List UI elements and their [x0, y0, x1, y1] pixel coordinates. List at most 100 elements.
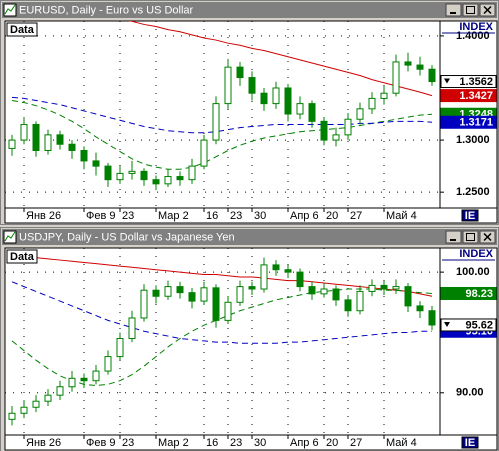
candle-body [92, 160, 100, 167]
ma-line [127, 21, 433, 97]
candle-body [116, 172, 124, 181]
data-label: Data [10, 24, 35, 36]
candle-body [80, 377, 88, 382]
candle-body [176, 176, 184, 181]
candle-body [92, 370, 100, 382]
candle-body [68, 143, 76, 151]
data-label-box [6, 249, 38, 264]
last-value-arrow [444, 321, 450, 327]
close-glyph [483, 5, 492, 15]
ma-line [11, 99, 433, 170]
candle-body [164, 176, 172, 185]
axis-label: INDEX [459, 248, 493, 260]
ma-line [11, 96, 433, 134]
last-value-label: 98.23 [465, 288, 493, 300]
data-label: Data [10, 251, 35, 263]
index-button[interactable]: IE [461, 436, 479, 449]
button-face[interactable] [461, 436, 479, 449]
candle-body [56, 386, 64, 396]
last-value-label: 95.62 [465, 319, 493, 331]
price-axis [439, 247, 498, 436]
candle-body [356, 108, 364, 120]
time-axis [4, 207, 498, 224]
candle-body [32, 400, 40, 408]
button-label[interactable]: IE [465, 437, 475, 449]
candle-body [128, 170, 136, 174]
title-bar [2, 2, 497, 18]
plot-area [4, 20, 441, 209]
window-button[interactable] [462, 3, 479, 17]
candle-body [128, 317, 136, 339]
candle-body [188, 165, 196, 181]
maximize-glyph [466, 233, 475, 241]
candle-body [20, 406, 28, 414]
candle-body [308, 103, 316, 122]
candle-body [284, 87, 292, 115]
candle-body [272, 87, 280, 105]
candle-body [404, 286, 412, 307]
plot [5, 248, 440, 435]
candle-body [296, 103, 304, 115]
candle-body [236, 66, 244, 79]
candle-body [140, 170, 148, 181]
last-value-box [440, 115, 497, 129]
candle-body [416, 305, 424, 312]
window-button[interactable] [479, 3, 496, 17]
candle-body [320, 288, 328, 295]
ma-line [11, 281, 432, 344]
x-tick-label: Фев 9 [86, 210, 116, 222]
button-face[interactable] [445, 230, 462, 244]
x-tick-label: Май 4 [386, 437, 417, 449]
x-tick-label: Мар 2 [158, 210, 189, 222]
candle-body [260, 92, 268, 105]
candle-body [428, 68, 436, 83]
last-value-box [440, 89, 497, 103]
candle-body [104, 165, 112, 181]
button-face[interactable] [462, 3, 479, 17]
candle-body [392, 61, 400, 94]
candle-body [224, 66, 232, 105]
candle-body [188, 292, 196, 302]
last-value-box [440, 286, 497, 300]
chart-window: EURUSD, Daily - Euro vs US Dollar1.40001… [0, 0, 499, 225]
candle-body [428, 310, 436, 326]
candle-body [200, 139, 208, 167]
candle-body [332, 288, 340, 301]
y-tick-label: 100.00 [456, 266, 490, 278]
candle-body [344, 118, 352, 136]
chart-window: USDJPY, Daily - US Dollar vs Japanese Ye… [0, 227, 499, 451]
candle-body [332, 134, 340, 141]
candle-body [236, 286, 244, 303]
button-label[interactable]: IE [465, 210, 475, 222]
window-button[interactable] [445, 3, 462, 17]
index-button[interactable]: IE [461, 209, 479, 222]
x-tick-label: 30 [254, 210, 266, 222]
candle-body [152, 179, 160, 185]
candle-body [152, 289, 160, 297]
candle-body [320, 120, 328, 141]
y-tick-label: 1.3000 [456, 134, 490, 146]
candle-body [344, 299, 352, 312]
button-face[interactable] [445, 3, 462, 17]
candle-body [140, 289, 148, 319]
last-value-arrow [444, 78, 450, 84]
window-button[interactable] [462, 230, 479, 244]
window-button[interactable] [479, 230, 496, 244]
x-tick-label: 23 [230, 210, 242, 222]
candle-body [68, 377, 76, 388]
ma-line [11, 288, 433, 387]
title-bar [2, 229, 497, 245]
last-value-label: 1.3171 [459, 117, 493, 129]
plot [5, 21, 440, 208]
button-face[interactable] [461, 209, 479, 222]
x-tick-label: 16 [206, 437, 218, 449]
candle-body [260, 264, 268, 290]
last-value-label: 1.3427 [459, 90, 493, 102]
window-button[interactable] [445, 230, 462, 244]
x-tick-label: 27 [350, 210, 362, 222]
button-face[interactable] [462, 230, 479, 244]
candle-body [116, 337, 124, 358]
x-tick-label: Фев 9 [86, 437, 116, 449]
time-axis [4, 434, 498, 451]
